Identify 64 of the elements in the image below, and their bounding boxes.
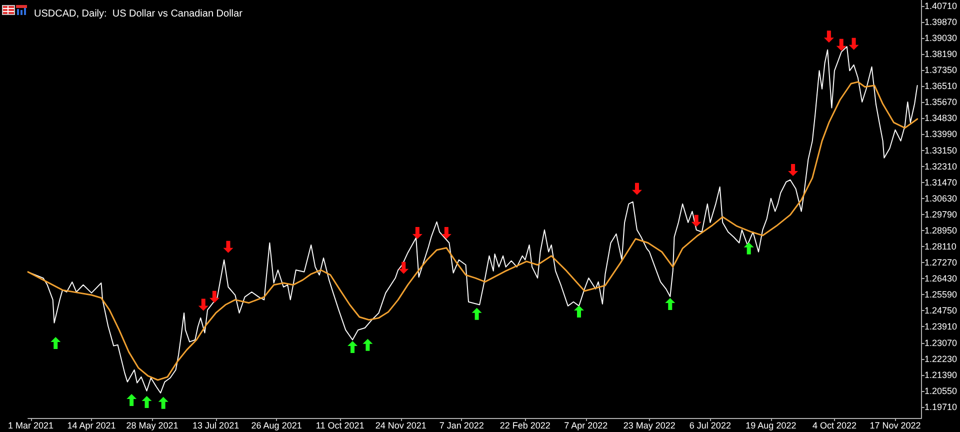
point — [412, 226, 422, 239]
y-tick-label: 1.39030 — [924, 33, 958, 43]
y-tick-label: 1.33150 — [924, 145, 958, 156]
y-tick-label: 1.30630 — [924, 193, 958, 204]
y-tick-label: 1.36510 — [924, 81, 958, 92]
x-tick-label: 4 Oct 2022 — [812, 420, 856, 430]
x-tick-label: 24 Nov 2021 — [375, 420, 426, 430]
x-tick-label: 7 Apr 2022 — [564, 420, 608, 430]
y-tick-label: 1.34830 — [924, 113, 958, 124]
y-tick-label: 1.32310 — [924, 161, 958, 172]
y-tick-label: 1.40710 — [924, 0, 958, 11]
x-tick-label: 28 May 2021 — [126, 420, 178, 430]
x-tick-label: 14 Apr 2021 — [67, 420, 116, 430]
point — [848, 38, 859, 50]
y-tick-label: 1.24750 — [924, 306, 958, 316]
y-tick-label: 1.38190 — [924, 49, 958, 60]
x-tick-label: 1 Mar 2021 — [8, 420, 54, 430]
point — [362, 338, 373, 351]
x-tick-label: 17 Nov 2022 — [870, 420, 921, 430]
point — [126, 394, 137, 406]
point — [472, 308, 482, 320]
y-tick-label: 1.33990 — [924, 129, 958, 140]
x-tick-label: 26 Aug 2021 — [251, 420, 302, 430]
point — [788, 164, 798, 176]
point — [50, 336, 61, 349]
point — [441, 226, 452, 239]
y-tick-label: 1.20550 — [924, 386, 958, 396]
y-tick-label: 1.29790 — [924, 209, 958, 220]
y-tick-label: 1.19710 — [924, 402, 958, 412]
y-tick-label: 1.28950 — [924, 225, 958, 236]
point — [574, 305, 584, 318]
y-tick-label: 1.25590 — [924, 290, 958, 300]
y-tick-label: 1.23910 — [924, 322, 958, 332]
y-tick-label: 1.26430 — [924, 274, 958, 284]
y-tick-label: 1.23070 — [924, 338, 958, 348]
point — [348, 340, 358, 353]
point — [142, 396, 152, 408]
point — [632, 182, 642, 195]
point — [836, 38, 846, 51]
y-tick-label: 1.28110 — [924, 242, 956, 252]
x-tick-label: 6 Jul 2022 — [689, 420, 731, 430]
x-tick-label: 22 Feb 2022 — [500, 420, 550, 430]
y-tick-label: 1.22230 — [924, 354, 958, 364]
x-tick-label: 19 Aug 2022 — [746, 420, 796, 430]
y-tick-label: 1.27270 — [924, 258, 958, 268]
point — [665, 298, 676, 310]
x-tick-label: 23 May 2022 — [623, 420, 676, 430]
point — [398, 262, 409, 274]
point — [209, 290, 220, 303]
y-tick-label: 1.21390 — [924, 370, 958, 380]
point — [744, 242, 754, 254]
x-tick-label: 11 Oct 2021 — [316, 420, 364, 430]
y-tick-label: 1.37350 — [924, 65, 958, 76]
y-tick-label: 1.31470 — [924, 177, 958, 188]
point — [223, 240, 234, 253]
point — [824, 30, 834, 43]
x-tick-label: 13 Jul 2021 — [192, 420, 240, 430]
text: USDCAD, Daily: US Dollar vs Canadian Dollar — [34, 8, 244, 20]
y-tick-label: 1.39870 — [924, 16, 958, 27]
y-tick-label: 1.35670 — [924, 97, 958, 108]
point — [198, 298, 208, 311]
point — [691, 214, 702, 227]
point — [158, 396, 168, 409]
x-tick-label: 7 Jan 2022 — [439, 420, 484, 430]
